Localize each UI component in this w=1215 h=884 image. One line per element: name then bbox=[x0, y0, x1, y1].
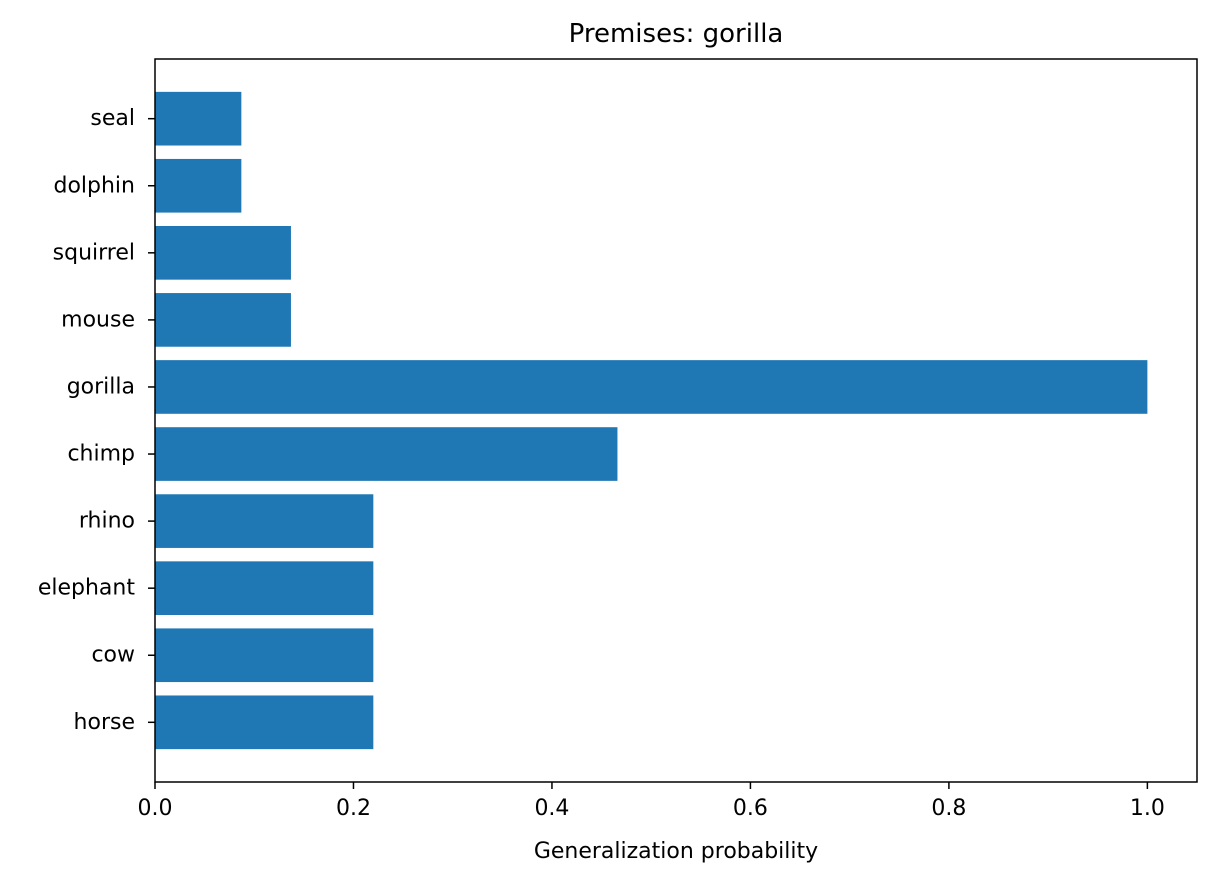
y-tick-label: cow bbox=[91, 643, 135, 668]
y-axis-ticks: horse cow elephant rhino chimp gorilla mouse sq… bbox=[38, 106, 155, 735]
bar-gorilla bbox=[155, 360, 1148, 414]
y-tick-label: chimp bbox=[67, 442, 135, 467]
chart-title: Premises: gorilla bbox=[569, 19, 784, 49]
x-tick-label: 1.0 bbox=[1130, 796, 1165, 821]
bar-horse bbox=[155, 695, 374, 750]
x-axis-label: Generalization probability bbox=[534, 839, 818, 864]
y-tick-label: gorilla bbox=[67, 374, 135, 399]
bar-mouse bbox=[155, 293, 291, 347]
bar-dolphin bbox=[155, 158, 242, 213]
y-tick-label: seal bbox=[90, 106, 135, 131]
x-axis-ticks: 0.0 0.2 0.4 0.6 0.8 1.0 bbox=[138, 782, 1165, 821]
x-tick-label: 0.4 bbox=[534, 796, 569, 821]
bar-elephant bbox=[155, 561, 374, 615]
x-tick-label: 0.2 bbox=[336, 796, 371, 821]
y-tick-label: elephant bbox=[38, 576, 136, 601]
bars-layer bbox=[155, 91, 1148, 750]
bar-rhino bbox=[155, 494, 374, 548]
plot-frame bbox=[154, 58, 1198, 783]
y-tick-label: horse bbox=[74, 710, 135, 735]
bar-squirrel bbox=[155, 226, 291, 280]
bar-seal bbox=[155, 91, 242, 146]
x-tick-label: 0.0 bbox=[138, 796, 173, 821]
y-tick-label: rhino bbox=[79, 509, 135, 534]
bar-chimp bbox=[155, 427, 618, 481]
y-tick-label: dolphin bbox=[53, 173, 135, 198]
y-tick-label: mouse bbox=[61, 307, 135, 332]
x-tick-label: 0.8 bbox=[931, 796, 966, 821]
x-tick-label: 0.6 bbox=[733, 796, 768, 821]
bar-cow bbox=[155, 628, 374, 683]
y-tick-label: squirrel bbox=[53, 240, 135, 265]
